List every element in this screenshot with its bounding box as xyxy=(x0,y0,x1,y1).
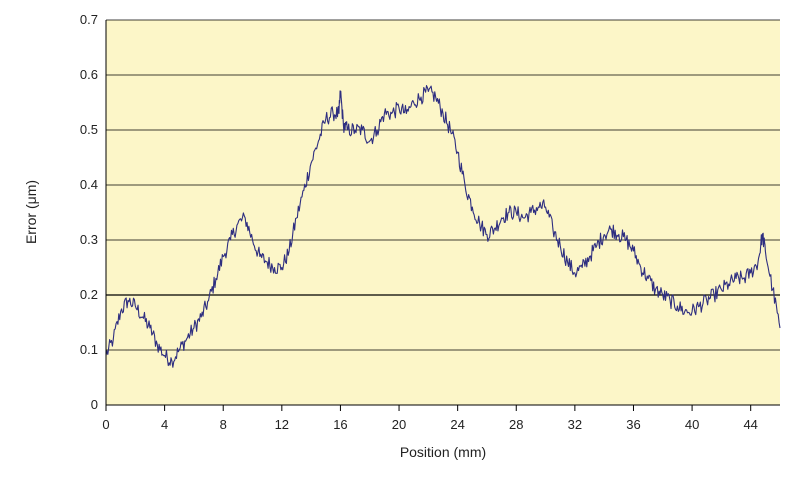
error-line xyxy=(105,84,781,368)
x-tick-label: 40 xyxy=(685,417,699,432)
x-tick-label: 44 xyxy=(743,417,757,432)
x-tick-label: 12 xyxy=(275,417,289,432)
plot-area xyxy=(106,20,780,405)
y-tick-label: 0.3 xyxy=(80,232,98,247)
x-tick-labels: 0 4 8 12 16 20 24 28 32 36 40 44 xyxy=(102,417,758,432)
x-axis-label: Position (mm) xyxy=(400,444,486,460)
x-tick-label: 0 xyxy=(102,417,109,432)
y-axis-label: Error (μm) xyxy=(23,180,39,244)
y-tick-labels: 0 0.1 0.2 0.3 0.4 0.5 0.6 0.7 xyxy=(80,12,98,412)
y-tick-label: 0 xyxy=(91,397,98,412)
y-tick-label: 0.2 xyxy=(80,287,98,302)
x-tick-label: 16 xyxy=(333,417,347,432)
y-tick-label: 0.5 xyxy=(80,122,98,137)
y-tick-label: 0.4 xyxy=(80,177,98,192)
x-tick-label: 32 xyxy=(568,417,582,432)
x-tick-label: 4 xyxy=(161,417,168,432)
y-tick-label: 0.7 xyxy=(80,12,98,27)
y-tick-label: 0.6 xyxy=(80,67,98,82)
x-tick-label: 28 xyxy=(509,417,523,432)
x-tick-label: 20 xyxy=(392,417,406,432)
x-tick-label: 24 xyxy=(450,417,464,432)
x-tick-label: 36 xyxy=(626,417,640,432)
tick-marks xyxy=(105,405,752,411)
x-tick-label: 8 xyxy=(220,417,227,432)
gridlines xyxy=(106,19,780,351)
y-tick-label: 0.1 xyxy=(80,342,98,357)
